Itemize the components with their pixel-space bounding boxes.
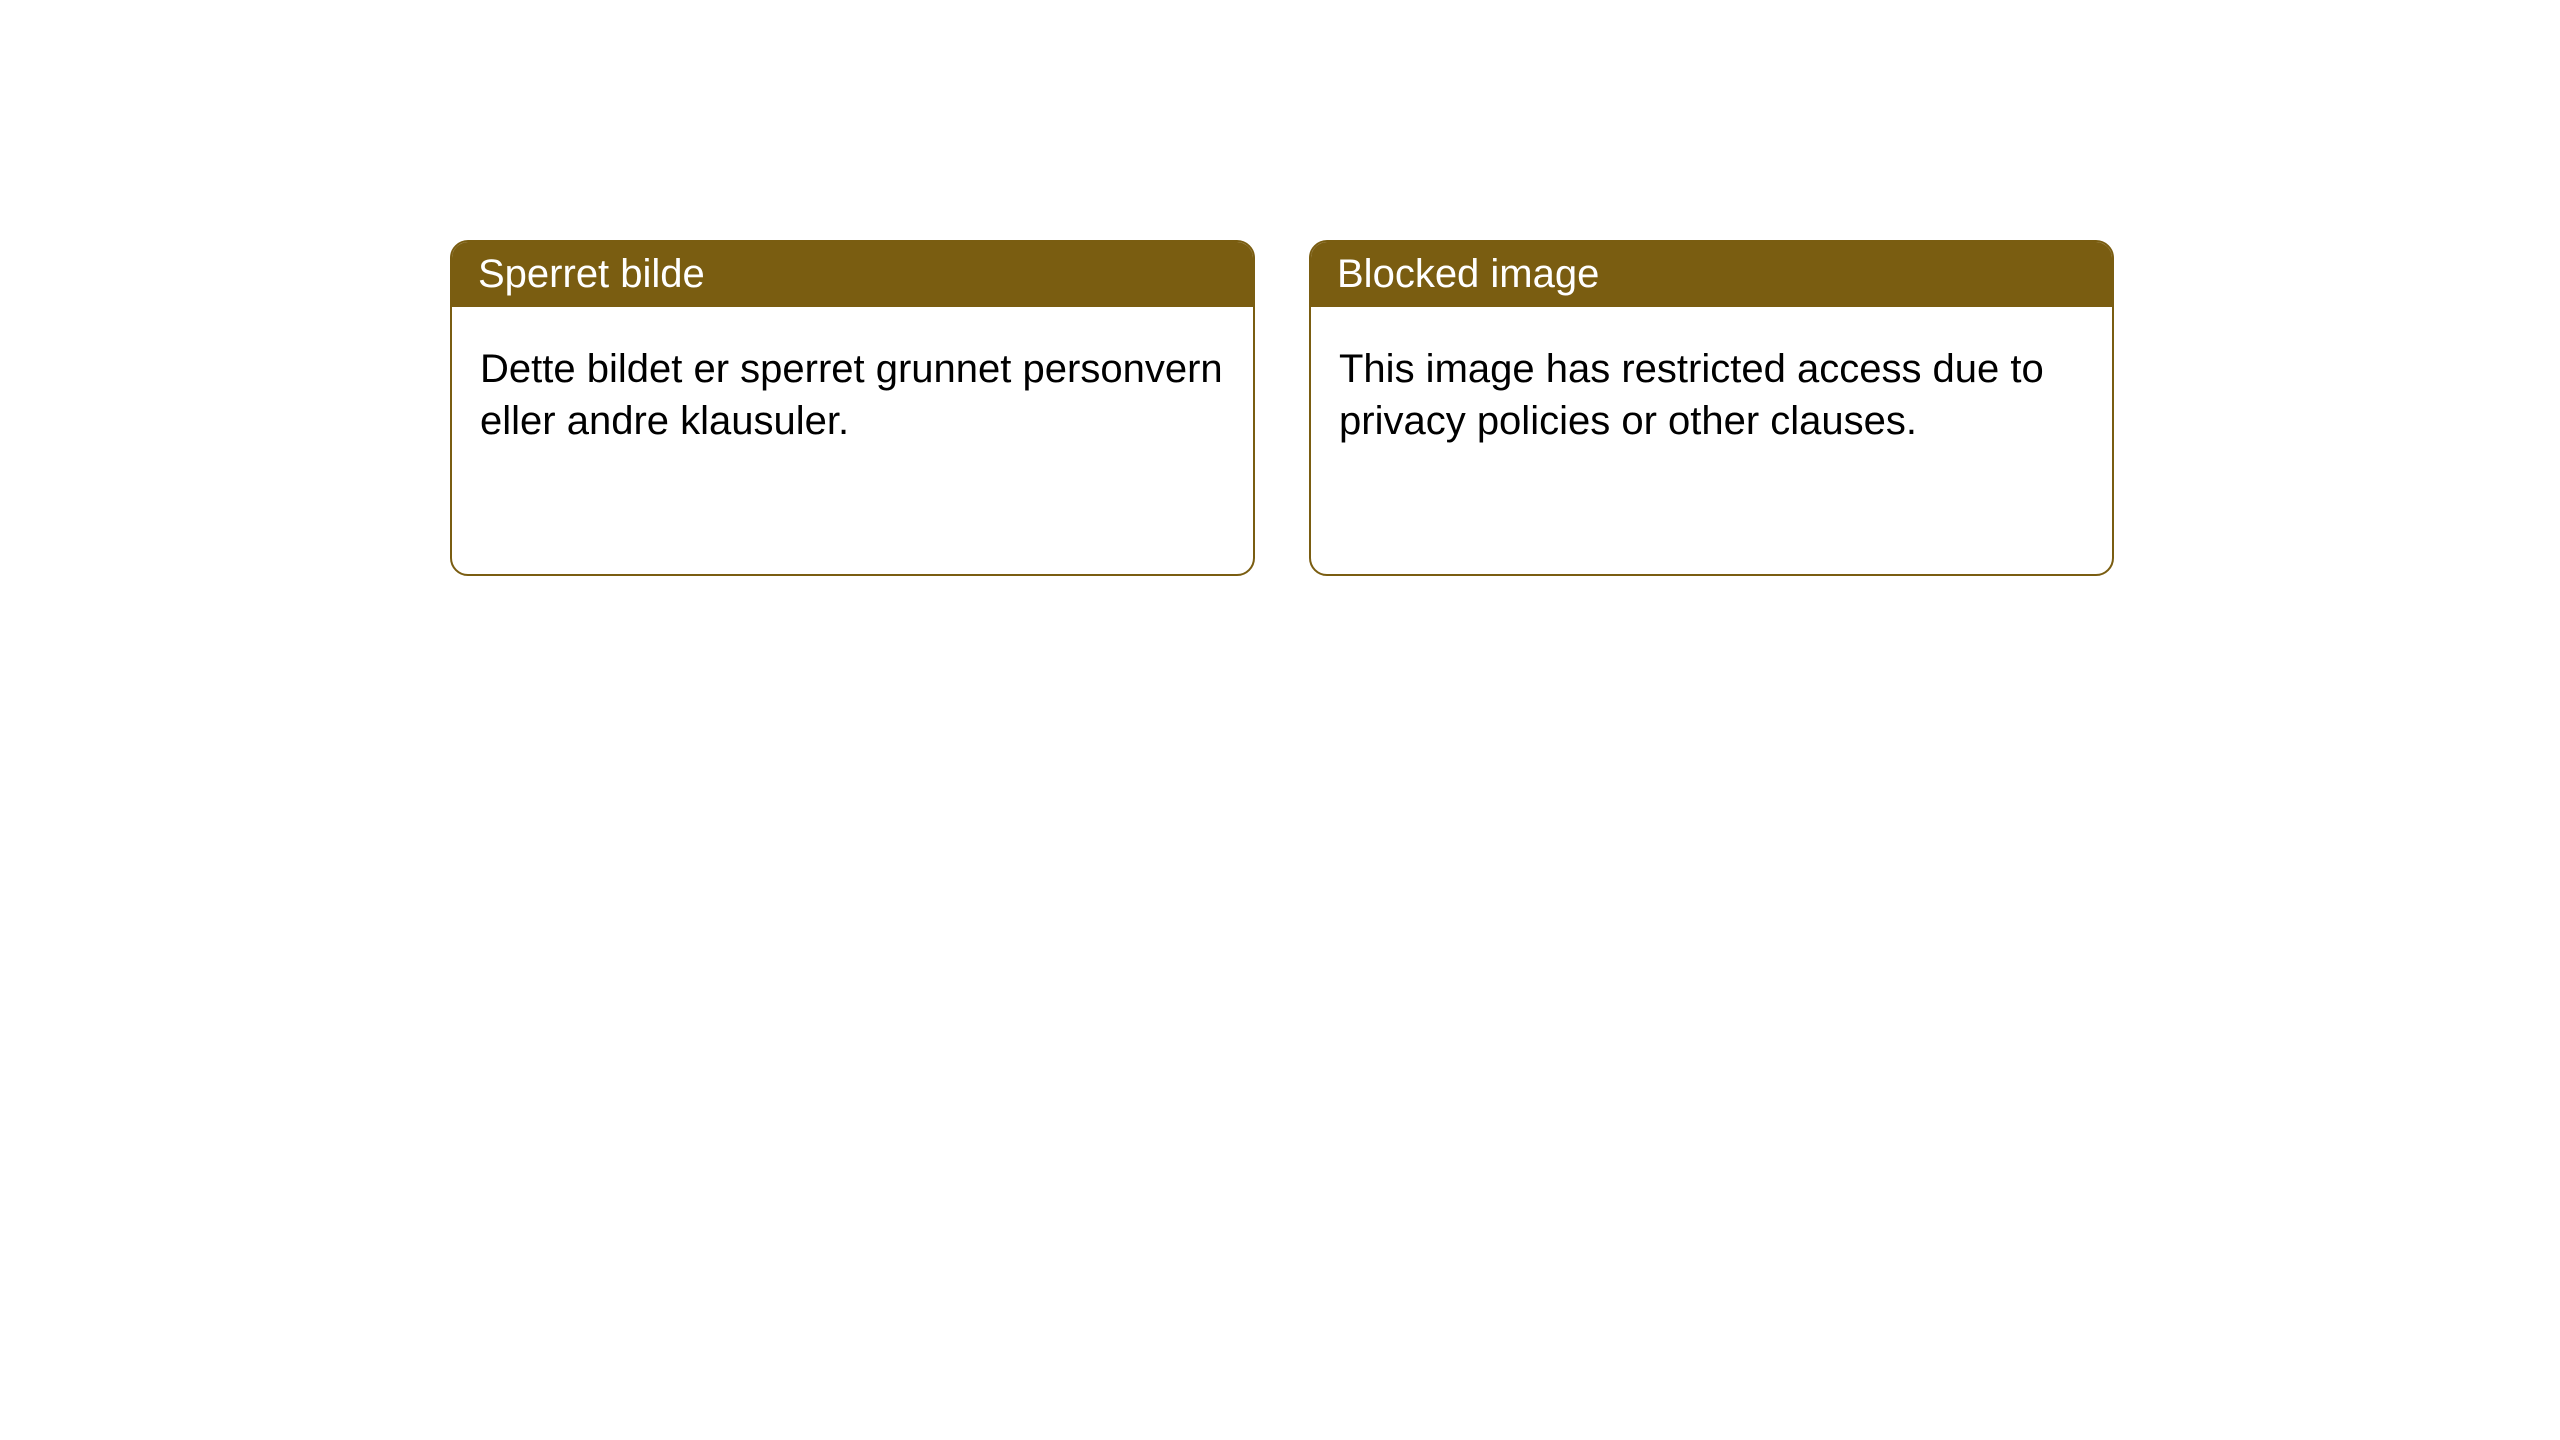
blocked-image-card-en: Blocked image This image has restricted … xyxy=(1309,240,2114,576)
blocked-image-card-no: Sperret bilde Dette bildet er sperret gr… xyxy=(450,240,1255,576)
card-body-text: Dette bildet er sperret grunnet personve… xyxy=(480,347,1223,443)
card-header: Blocked image xyxy=(1311,242,2112,307)
card-title: Blocked image xyxy=(1337,252,1599,296)
card-body: Dette bildet er sperret grunnet personve… xyxy=(452,307,1253,483)
card-title: Sperret bilde xyxy=(478,252,705,296)
cards-container: Sperret bilde Dette bildet er sperret gr… xyxy=(0,0,2560,576)
card-body-text: This image has restricted access due to … xyxy=(1339,347,2044,443)
card-body: This image has restricted access due to … xyxy=(1311,307,2112,483)
card-header: Sperret bilde xyxy=(452,242,1253,307)
